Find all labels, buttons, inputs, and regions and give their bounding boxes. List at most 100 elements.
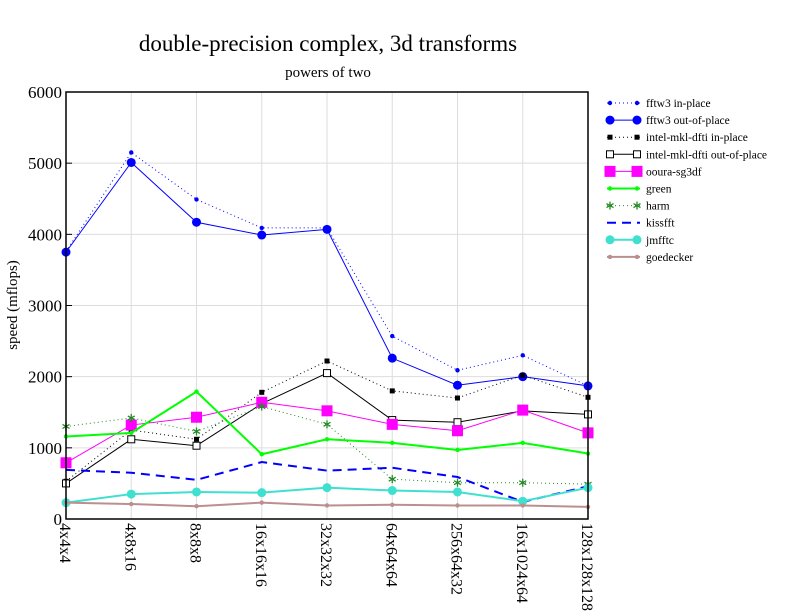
data-point [634, 254, 640, 260]
data-point [604, 165, 616, 177]
data-point [129, 430, 134, 436]
asterisk-stroke [257, 403, 266, 410]
data-point [192, 487, 201, 497]
legend-item: ooura-sg3df [604, 165, 702, 178]
data-point [194, 436, 199, 442]
data-point [390, 440, 395, 446]
data-point [632, 235, 642, 245]
series-line [65, 406, 589, 485]
y-tick-label: 1000 [28, 439, 62, 458]
legend-label: fftw3 out-of-place [646, 115, 730, 127]
series-line [65, 360, 589, 482]
data-point [605, 235, 615, 245]
data-point [129, 501, 134, 507]
asterisk-stroke [606, 203, 614, 209]
data-point [323, 420, 331, 429]
data-point [520, 503, 525, 508]
legend-label: goedecker [646, 252, 693, 264]
data-point [257, 230, 267, 240]
legend-label: fftw3 in-place [646, 98, 711, 110]
legend-item: intel-mkl-dfti in-place [607, 132, 748, 144]
legend-label: green [646, 184, 672, 196]
data-point [634, 100, 640, 106]
data-point [322, 483, 332, 493]
data-point [259, 389, 265, 395]
data-point [125, 419, 137, 431]
data-point [129, 150, 134, 155]
data-point [386, 418, 398, 430]
series-goedecker [63, 500, 591, 510]
data-point [192, 441, 201, 450]
data-point [387, 353, 397, 363]
legend-item: goedecker [607, 252, 693, 264]
data-point [455, 368, 460, 373]
data-point [259, 452, 264, 457]
data-point [517, 404, 529, 416]
y-tick-label: 0 [54, 510, 63, 529]
data-point [126, 489, 136, 499]
data-point [518, 478, 527, 487]
legend-item: harm [606, 201, 670, 213]
data-point [194, 197, 199, 202]
data-point [520, 372, 526, 378]
chart-title: double-precision complex, 3d transforms [139, 31, 517, 56]
x-tick-label: 128x128x128 [578, 523, 595, 611]
data-point [605, 115, 615, 125]
data-point [520, 440, 525, 446]
data-point [453, 478, 462, 487]
data-point [324, 503, 330, 508]
data-point [518, 496, 528, 506]
asterisk-stroke [127, 415, 136, 421]
data-point [388, 475, 397, 484]
data-point [194, 389, 199, 394]
asterisk-stroke [453, 480, 462, 486]
asterisk-stroke [192, 428, 201, 435]
data-point [387, 486, 397, 496]
data-point [126, 157, 136, 167]
data-point [634, 186, 640, 191]
data-point [389, 388, 395, 394]
data-point [257, 402, 266, 411]
y-tick-label: 4000 [28, 225, 62, 244]
data-point [455, 503, 460, 508]
y-tick-label: 2000 [28, 368, 62, 387]
data-point [632, 115, 642, 125]
y-axis-label: speed (mflops) [5, 260, 21, 350]
series-fftw3-out-of-place [61, 157, 593, 391]
y-tick-label: 3000 [28, 297, 62, 316]
data-point [390, 333, 395, 339]
legend-item: green [607, 184, 672, 196]
x-tick-label: 16x16x16 [252, 523, 269, 587]
data-point [606, 150, 614, 159]
data-point [257, 488, 267, 498]
x-tick-label: 16x1024x64 [513, 523, 530, 603]
series-line [65, 461, 589, 503]
data-point [455, 447, 460, 453]
legend-item: jmfftc [605, 235, 674, 247]
data-point [192, 427, 201, 436]
data-point [631, 165, 643, 177]
data-point [606, 201, 614, 210]
x-tick-label: 256x64x32 [448, 523, 465, 595]
data-point [127, 435, 136, 444]
data-point [607, 186, 613, 191]
data-point [453, 487, 462, 497]
data-point [455, 395, 460, 401]
data-point [634, 134, 640, 140]
asterisk-stroke [323, 421, 331, 427]
series-green [63, 389, 591, 457]
data-point [192, 217, 201, 227]
asterisk-stroke [518, 480, 527, 486]
data-point [191, 411, 202, 423]
legend-item: intel-mkl-dfti out-of-place [606, 149, 767, 161]
legend-item: fftw3 out-of-place [605, 115, 730, 127]
legend-item: kissfft [607, 218, 675, 230]
data-point [127, 413, 136, 422]
ticks: 0 1000 2000 3000 4000 5000 6000 4x4x4 4x8x16 8x8x… [28, 83, 595, 611]
x-tick-label: 8x8x8 [187, 523, 204, 563]
data-point [194, 503, 199, 509]
legend-label: intel-mkl-dfti out-of-place [646, 149, 767, 161]
legend-label: ooura-sg3df [646, 166, 702, 178]
